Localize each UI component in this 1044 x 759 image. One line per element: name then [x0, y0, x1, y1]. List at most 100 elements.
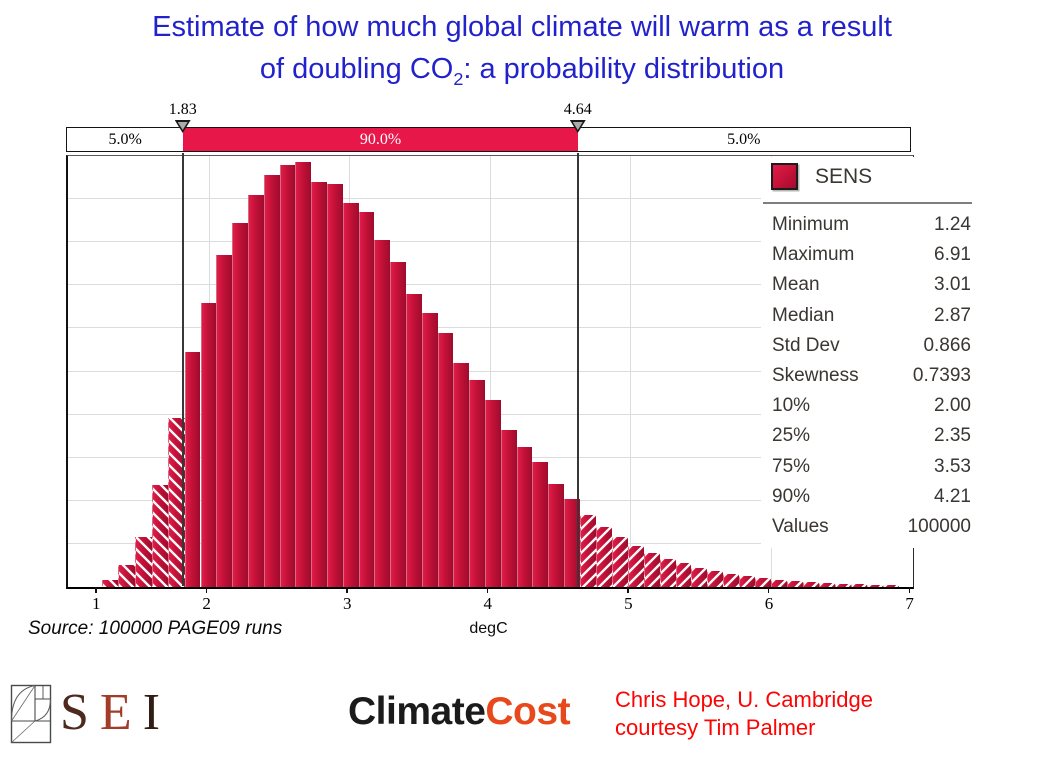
climatecost-logo: ClimateCost [348, 690, 571, 734]
legend-stat-row: 25% 2.35 [761, 421, 974, 451]
co2-subscript: 2 [453, 68, 464, 89]
chart-title-line1: Estimate of how much global climate will… [152, 11, 892, 43]
legend-header: SENS [761, 157, 974, 194]
chart-title-line2: of doubling CO2: a probability distribut… [259, 53, 785, 89]
legend-stat-value: 3.01 [934, 274, 971, 296]
band-segment: 5.0% [727, 130, 761, 148]
histogram-bar [707, 571, 724, 587]
x-tick-mark [627, 587, 629, 593]
climatecost-climate: Climate [348, 690, 486, 733]
legend-stat-value: 3.53 [934, 455, 971, 477]
legend-stat-label: 75% [772, 455, 811, 477]
histogram-bar [627, 546, 644, 587]
legend-stat-value: 0.866 [923, 334, 971, 356]
x-tick-mark [346, 587, 348, 593]
histogram-bar [453, 362, 470, 587]
histogram-bar [469, 380, 485, 587]
x-tick-label: 3 [342, 594, 352, 613]
credit-line1: Chris Hope, U. Cambridge [615, 687, 873, 712]
histogram-bar [118, 565, 135, 587]
legend-stat-label: Maximum [772, 244, 855, 266]
legend-stat-label: 10% [772, 395, 811, 417]
legend-stat-row: Skewness 0.7393 [761, 361, 974, 391]
histogram-bar [803, 582, 820, 587]
histogram-bar [390, 261, 406, 587]
series-color-swatch [771, 163, 798, 190]
sei-letter-i: I [142, 684, 172, 741]
x-tick-label: 2 [202, 594, 211, 613]
histogram-bar [787, 581, 804, 587]
legend-stats: Minimum 1.24 Maximum 6.91 Mean 3.01 Median 2.87… [761, 210, 974, 542]
series-name: SENS [815, 164, 873, 188]
gridline-vertical [630, 156, 632, 587]
legend-stat-row: Minimum 1.24 [761, 210, 974, 240]
x-tick-mark [205, 587, 208, 593]
histogram-bar [421, 313, 438, 587]
source-note: Source: 100000 PAGE09 runs [28, 618, 283, 639]
legend-stat-label: Std Dev [772, 334, 840, 356]
legend-stat-row: Values 100000 [761, 512, 974, 542]
legend-stat-value: 100000 [907, 515, 971, 537]
histogram-bar [500, 429, 517, 587]
histogram-bar [755, 578, 772, 587]
x-tick-label: 4 [483, 594, 493, 613]
histogram-bar [563, 498, 580, 587]
legend-stat-value: 2.87 [934, 304, 971, 326]
x-tick-mark [908, 587, 911, 593]
histogram-bar [184, 352, 201, 587]
histogram-bar [851, 584, 868, 587]
credit-line2: courtesy Tim Palmer [615, 715, 816, 740]
legend-stat-value: 6.91 [934, 244, 971, 266]
histogram-bar [771, 580, 788, 587]
legend-stat-label: 25% [772, 425, 811, 447]
sei-logo: SEI [10, 684, 171, 749]
sei-letter-e: E [99, 684, 143, 741]
sei-wordmark: SEI [60, 684, 171, 742]
probability-band: 5.0% 90.0% 5.0% [66, 127, 911, 152]
legend-stat-label: Minimum [772, 214, 850, 236]
legend-stat-label: 90% [772, 485, 811, 507]
legend-stat-label: Skewness [772, 365, 859, 387]
histogram-bar [405, 293, 422, 587]
sei-letter-s: S [60, 684, 100, 741]
climatecost-cost: Cost [485, 690, 571, 733]
histogram-bar [643, 552, 660, 587]
legend-stat-row: Std Dev 0.866 [761, 331, 974, 361]
legend-stat-row: 10% 2.00 [761, 391, 974, 421]
histogram-bar [326, 184, 343, 587]
histogram-bar [835, 583, 852, 587]
marker-value-label: 1.83 [168, 101, 197, 118]
legend-stat-row: Maximum 6.91 [761, 240, 974, 270]
histogram-bar [151, 484, 169, 587]
histogram-bar [595, 526, 612, 587]
histogram-bar [867, 584, 883, 587]
histogram-bar [263, 175, 280, 587]
legend-separator [763, 202, 972, 204]
histogram-bar [374, 240, 391, 587]
histogram-bar [882, 585, 899, 587]
histogram-bar [279, 164, 296, 587]
marker-value-label: 4.64 [563, 101, 592, 118]
x-tick-label: 7 [905, 594, 914, 613]
histogram-bar [200, 302, 217, 587]
histogram-bar [232, 222, 248, 587]
legend-stat-label: Median [772, 304, 835, 326]
histogram-bar [739, 576, 756, 587]
legend-stat-value: 0.7393 [912, 365, 971, 387]
histogram-bar [101, 580, 119, 587]
histogram-bar [484, 399, 501, 587]
x-tick-mark [95, 587, 97, 593]
legend-stat-value: 4.21 [934, 485, 971, 507]
legend-stat-label: Mean [772, 274, 820, 296]
histogram-bar [659, 558, 676, 587]
histogram-bar [819, 583, 836, 587]
histogram-bar [134, 537, 152, 587]
histogram-bar [723, 574, 740, 587]
legend-stat-value: 2.00 [934, 395, 971, 417]
histogram-bar [311, 181, 327, 587]
histogram-bar [691, 567, 708, 587]
gridline-vertical [489, 156, 491, 587]
legend-stat-row: 90% 4.21 [761, 482, 974, 512]
histogram-bar [342, 203, 359, 587]
